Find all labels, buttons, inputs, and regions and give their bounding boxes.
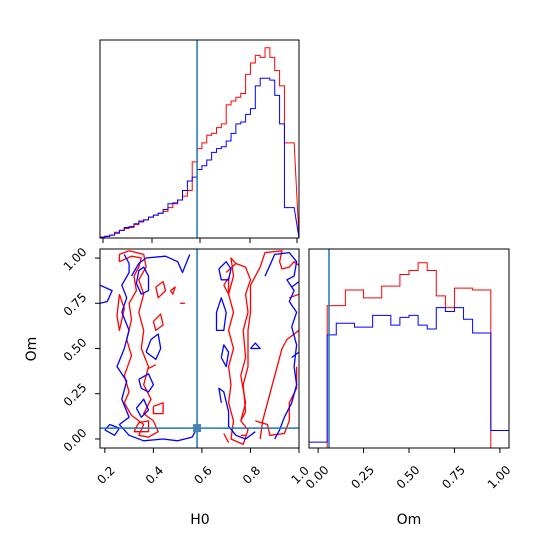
contour-xtick-label-0: 0.2 <box>94 463 117 486</box>
contour-line-0-12 <box>240 250 299 422</box>
contour-line-1-10 <box>220 344 230 368</box>
contour-line-1-6 <box>100 284 113 304</box>
contour-line-1-5 <box>138 373 155 393</box>
contour-line-0-8 <box>152 402 164 415</box>
contour-ytick-label-2: 0.50 <box>61 335 90 364</box>
contour-line-1-14 <box>291 281 299 288</box>
y-axis-label-om: Om <box>24 337 40 362</box>
contour-ytick-label-3: 0.75 <box>61 290 90 319</box>
contour-line-1-15 <box>291 351 299 359</box>
h0-histogram-panel <box>99 39 300 243</box>
x-axis-label-om: Om <box>397 512 422 528</box>
truth-marker <box>193 424 202 433</box>
contour-ytick-label-1: 0.25 <box>61 381 90 410</box>
om-xtick-label-2: 0.50 <box>394 463 423 492</box>
contour-xtick-label-2: 0.6 <box>191 463 214 486</box>
contour-line-0-0 <box>118 250 159 438</box>
h0-histogram-steps <box>99 47 300 239</box>
contour-line-0-3 <box>152 313 164 332</box>
contour-xtick-label-3: 0.8 <box>240 463 263 486</box>
contour-line-0-9 <box>223 433 230 443</box>
om-histogram-series-1 <box>309 307 509 443</box>
contour-line-0-6 <box>148 364 157 369</box>
contour-line-1-8 <box>218 261 232 281</box>
contour-line-0-13 <box>259 329 299 440</box>
contour-line-0-7 <box>133 420 150 433</box>
contour-line-1-1 <box>104 423 121 436</box>
contour-line-1-9 <box>215 297 227 332</box>
h0-histogram-series-0 <box>99 47 300 239</box>
h0-histogram-series-1 <box>99 77 300 239</box>
contour-line-1-3 <box>135 266 150 295</box>
contour-line-1-7 <box>135 398 150 418</box>
contour-line-1-0 <box>116 254 198 442</box>
contour-xtick-label-1: 0.4 <box>143 463 166 486</box>
om-histogram-frame <box>308 248 510 449</box>
contour-line-1-13 <box>264 251 298 440</box>
x-axis-label-h0: H0 <box>190 512 209 528</box>
contour-line-1-4 <box>145 333 162 361</box>
contour-line-0-2 <box>155 280 167 299</box>
contour-ytick-label-4: 1.00 <box>61 245 90 274</box>
contour-yticks: 0.00 0.25 0.50 0.75 1.00 <box>61 245 100 455</box>
contour-line-1-2 <box>130 254 191 277</box>
contour-line-0-11 <box>225 257 252 446</box>
contour-ytick-label-0: 0.00 <box>61 426 90 455</box>
om-histogram-steps <box>309 262 509 449</box>
contour-panel: 0.2 0.4 0.6 0.8 1.0 0.000.250.500.751.00 H0 … <box>24 245 312 528</box>
h0-histogram-frame <box>99 39 300 239</box>
contour-line-0-1 <box>116 293 125 332</box>
om-histogram-series-0 <box>309 262 509 449</box>
om-xtick-label-0: 0.00 <box>303 463 332 492</box>
contour-line-1-12 <box>250 342 261 350</box>
om-histogram-xticks: 0.00 0.25 0.50 0.75 1.00 <box>303 448 514 492</box>
om-xtick-label-3: 0.75 <box>439 463 468 492</box>
contour-line-0-4 <box>169 286 176 295</box>
contour-line-0-16 <box>223 277 230 295</box>
contour-lines <box>100 250 299 446</box>
om-xtick-label-1: 0.25 <box>348 463 377 492</box>
om-xtick-label-4: 1.00 <box>485 463 514 492</box>
om-histogram-panel: 0.00 0.25 0.50 0.75 1.00 Om <box>303 248 514 528</box>
contour-xticks: 0.2 0.4 0.6 0.8 1.0 <box>94 448 312 487</box>
contour-line-1-11 <box>218 387 256 440</box>
h0-histogram-xticks <box>102 238 298 243</box>
